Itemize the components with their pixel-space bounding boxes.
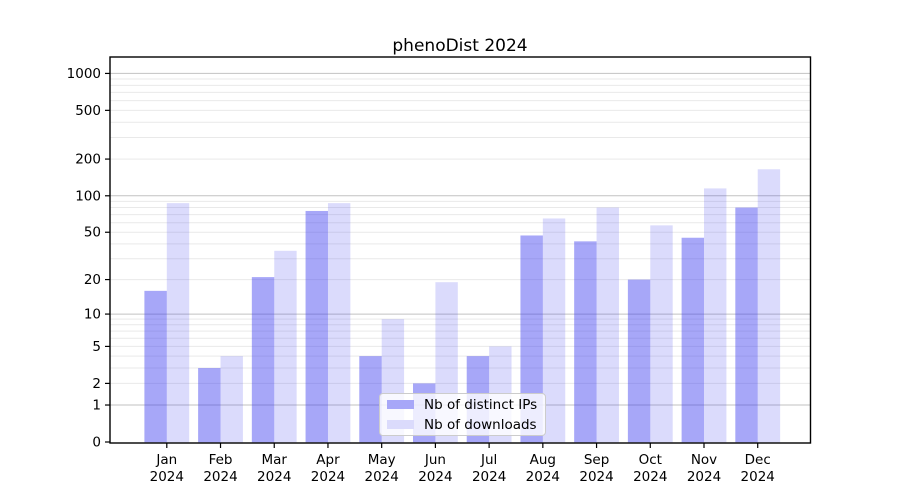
bar-downloads — [757, 169, 781, 443]
bar-downloads — [166, 203, 190, 443]
legend: Nb of distinct IPs Nb of downloads — [379, 393, 546, 436]
bar-downloads — [542, 218, 566, 443]
y-tick-label: 0 — [92, 435, 101, 451]
bar-distinct-ips — [198, 368, 221, 443]
bar-downloads — [704, 188, 727, 443]
x-tick-label-year: 2024 — [741, 469, 775, 485]
legend-entry-downloads: Nb of downloads — [387, 416, 545, 434]
legend-entry-distinct-ips: Nb of distinct IPs — [387, 396, 545, 414]
bar-downloads — [650, 225, 673, 443]
y-tick-label: 200 — [75, 152, 101, 168]
chart-title: phenoDist 2024 — [392, 36, 528, 56]
x-tick-label-month: Jul — [480, 452, 497, 468]
x-tick-label-month: Mar — [261, 452, 287, 468]
x-tick-label-month: Aug — [530, 452, 556, 468]
x-tick-label-month: Feb — [209, 452, 233, 468]
x-tick-label-year: 2024 — [365, 469, 399, 485]
x-tick-label-year: 2024 — [150, 469, 184, 485]
bar-distinct-ips — [359, 356, 382, 443]
x-tick-label-month: Oct — [639, 452, 662, 468]
bar-downloads — [596, 207, 619, 443]
x-tick-label-month: Jan — [155, 452, 177, 468]
bar-distinct-ips — [144, 290, 167, 443]
bar-downloads — [220, 356, 243, 443]
x-tick-label-month: Apr — [316, 452, 340, 468]
x-tick-label-year: 2024 — [203, 469, 237, 485]
bar-downloads — [327, 203, 351, 443]
bar-distinct-ips — [251, 277, 275, 443]
x-tick-label-month: May — [368, 452, 396, 468]
legend-swatch-downloads — [387, 420, 414, 429]
x-tick-label-year: 2024 — [311, 469, 345, 485]
bar-distinct-ips — [520, 235, 543, 443]
y-tick-label: 50 — [84, 225, 101, 241]
x-tick-label-year: 2024 — [526, 469, 560, 485]
y-tick-label: 100 — [75, 188, 101, 204]
legend-label-distinct-ips: Nb of distinct IPs — [424, 396, 538, 413]
x-tick-label-year: 2024 — [579, 469, 613, 485]
y-tick-label: 2 — [92, 376, 101, 392]
y-tick-label: 5 — [92, 339, 101, 355]
x-tick-label-year: 2024 — [633, 469, 667, 485]
x-tick-label-year: 2024 — [687, 469, 721, 485]
plot-border — [109, 56, 812, 444]
bar-downloads — [274, 250, 297, 443]
legend-swatch-distinct-ips — [387, 400, 414, 409]
y-tick-label: 20 — [84, 272, 101, 288]
x-tick-label-year: 2024 — [257, 469, 291, 485]
y-tick-label: 1 — [92, 398, 101, 414]
y-tick-label: 10 — [84, 307, 101, 323]
x-tick-label-year: 2024 — [472, 469, 506, 485]
bar-distinct-ips — [735, 207, 758, 443]
bar-distinct-ips — [574, 241, 597, 443]
bar-distinct-ips — [627, 279, 651, 443]
x-tick-label-month: Dec — [745, 452, 771, 468]
y-tick-label: 500 — [75, 103, 101, 119]
y-tick-label: 1000 — [67, 66, 101, 82]
bar-distinct-ips — [681, 237, 704, 443]
x-tick-label-year: 2024 — [418, 469, 452, 485]
x-tick-label-month: Jun — [424, 452, 446, 468]
legend-label-downloads: Nb of downloads — [424, 416, 537, 433]
x-tick-label-month: Nov — [691, 452, 717, 468]
x-tick-label-month: Sep — [584, 452, 609, 468]
bar-distinct-ips — [305, 210, 328, 443]
